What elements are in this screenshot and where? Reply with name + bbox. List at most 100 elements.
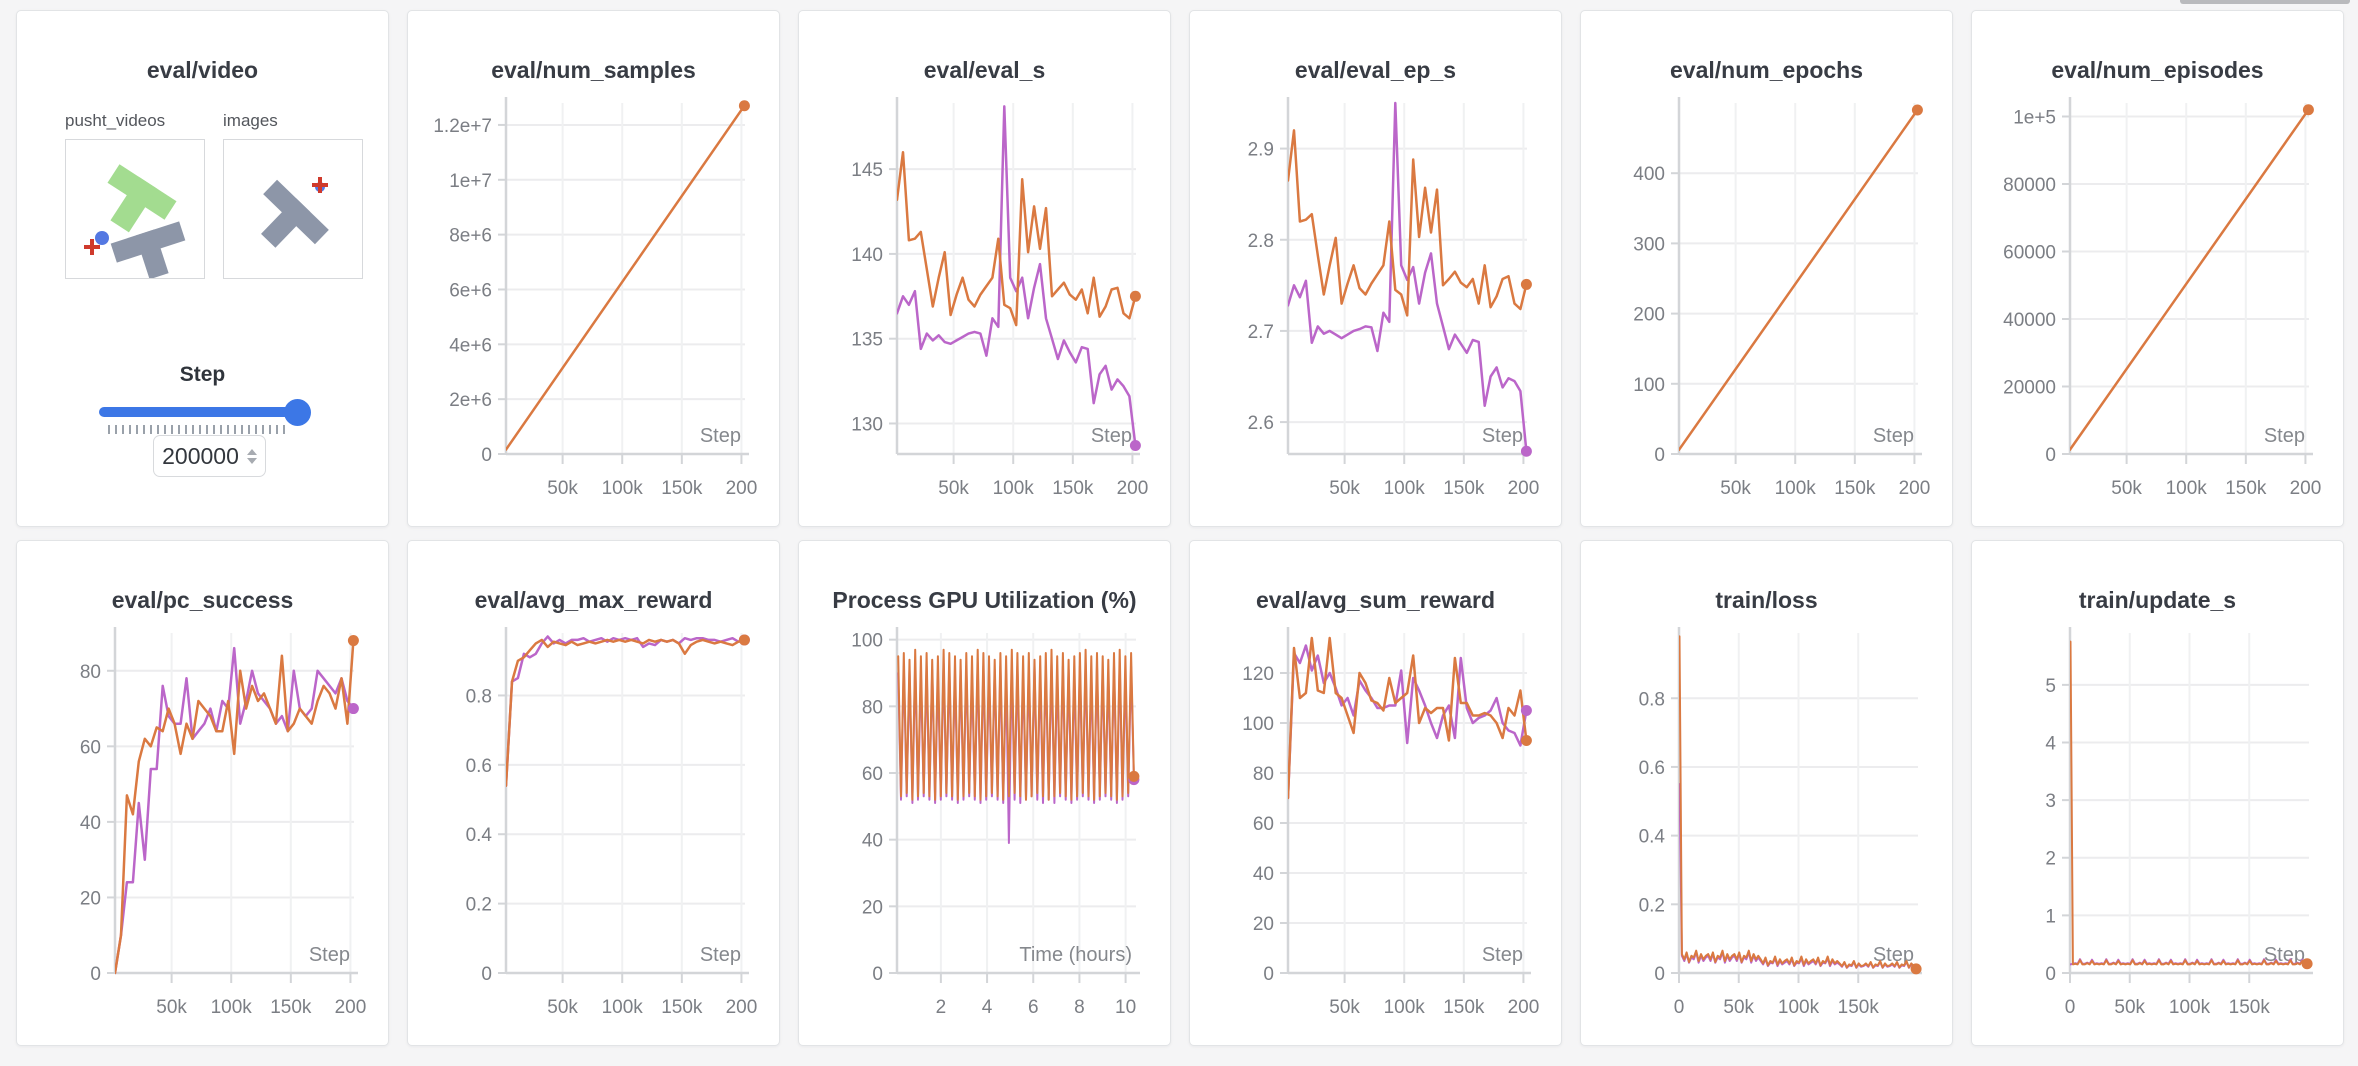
y-tick-label: 2e+6 [449, 390, 492, 411]
pusht-video-thumbnail[interactable] [65, 139, 205, 280]
x-tick-label: 100k [1775, 478, 1817, 499]
chart-process-gpu-utilization[interactable]: 0 20 40 60 80 100 2 4 6 8 10 Time (hours) [799, 617, 1170, 1045]
x-tick-label: 100k [2169, 997, 2211, 1018]
step-slider[interactable] [99, 407, 298, 417]
x-axis-label: Step [1482, 944, 1523, 966]
x-tick-label: 150k [2225, 478, 2267, 499]
decrement-icon[interactable] [246, 457, 257, 464]
green-t-shape [107, 164, 177, 233]
series-purple-end-dot [1129, 440, 1141, 452]
y-tick-label: 140 [851, 245, 883, 266]
gray-t-shape [110, 221, 186, 280]
panel-title: Process GPU Utilization (%) [832, 587, 1137, 613]
panel-title: eval/num_samples [491, 57, 696, 83]
chart-eval-pc-success[interactable]: 0 20 40 60 80 50k 100k 150k 200 Step [17, 617, 388, 1045]
y-tick-label: 0.6 [466, 756, 492, 777]
x-tick-label: 50k [547, 997, 578, 1018]
y-tick-label: 80 [80, 662, 101, 683]
y-tick-label: 1e+7 [449, 171, 492, 192]
y-tick-label: 135 [851, 330, 883, 351]
panel-train-update-s: train/update_s 0 1 2 3 4 5 0 50k 100k 150k Step [1971, 540, 2344, 1046]
series-purple-end-dot [347, 703, 359, 715]
panel-process-gpu-utilization: Process GPU Utilization (%) 0 20 40 60 80 100 2… [798, 540, 1171, 1046]
gray-t-shape [261, 179, 329, 248]
series-orange-end-dot [2302, 104, 2314, 116]
x-tick-label: 200 [2290, 478, 2322, 499]
x-axis-label: Step [1091, 425, 1132, 447]
y-tick-label: 120 [1242, 664, 1274, 685]
series-purple [506, 635, 746, 787]
series-orange-end-dot [1520, 735, 1532, 746]
chart-train-loss[interactable]: 0 0.2 0.4 0.6 0.8 0 50k 100k 150k Step [1581, 617, 1952, 1045]
y-tick-label: 0.8 [466, 686, 492, 707]
x-tick-label: 2 [936, 997, 947, 1018]
x-tick-label: 50k [938, 478, 969, 499]
goal-cross [312, 177, 328, 193]
panel-title: eval/num_episodes [2051, 57, 2264, 83]
y-tick-label: 60000 [2003, 243, 2056, 264]
series-purple [1288, 101, 1528, 453]
chart-eval-avg-sum-reward[interactable]: 0 20 40 60 80 100 120 50k 100k 150k 200 Step [1190, 617, 1561, 1045]
agent-dot [95, 231, 109, 245]
stepper-arrows[interactable] [246, 448, 257, 464]
chart-eval-num-epochs[interactable]: 0 100 200 300 400 50k 100k 150k 200 Step [1581, 87, 1952, 526]
chart-train-update-s[interactable]: 0 1 2 3 4 5 0 50k 100k 150k Step [1972, 617, 2343, 1045]
step-value-input[interactable]: 200000 [153, 435, 266, 477]
x-tick-label: 50k [1720, 478, 1751, 499]
panel-eval-avg-max-reward: eval/avg_max_reward 0 0.2 0.4 0.6 0.8 50k 100k 1… [407, 540, 780, 1046]
chart-eval-eval-ep-s[interactable]: 2.6 2.7 2.8 2.9 50k 100k 150k 200 Step [1190, 87, 1561, 526]
y-tick-label: 130 [851, 414, 883, 435]
step-slider-thumb[interactable] [284, 399, 311, 426]
y-tick-label: 80 [862, 697, 883, 718]
panel-eval-eval-ep-s: eval/eval_ep_s 2.6 2.7 2.8 2.9 50k 100k 150k 200… [1189, 10, 1562, 527]
y-tick-label: 80 [1253, 764, 1274, 785]
panel-train-loss: train/loss 0 0.2 0.4 0.6 0.8 0 50k 100k 150k Step [1580, 540, 1953, 1046]
y-tick-label: 8e+6 [449, 226, 492, 247]
y-tick-label: 0 [1654, 964, 1665, 985]
y-tick-label: 4 [2045, 733, 2056, 754]
x-tick-label: 100k [993, 478, 1035, 499]
series-orange-end-dot [1520, 278, 1532, 290]
panel-eval-pc-success: eval/pc_success 0 20 40 60 80 50k 100k 150k 200 St… [16, 540, 389, 1046]
y-tick-label: 0 [1654, 445, 1665, 466]
chart-eval-eval-s[interactable]: 130 135 140 145 50k 100k 150k 200 Step [799, 87, 1170, 526]
x-tick-label: 150k [1838, 997, 1880, 1018]
step-value[interactable]: 200000 [162, 442, 239, 469]
x-axis-label: Step [1873, 944, 1914, 966]
x-tick-label: 6 [1028, 997, 1039, 1018]
increment-icon[interactable] [246, 448, 257, 455]
panel-title: eval/avg_max_reward [474, 587, 713, 613]
x-tick-label: 50k [1723, 997, 1754, 1018]
x-tick-label: 0 [2065, 997, 2076, 1018]
y-tick-label: 60 [862, 764, 883, 785]
images-thumbnail[interactable] [223, 139, 363, 279]
series-purple-end-dot [1520, 445, 1532, 457]
panel-grid: eval/video pusht_videos images Step 200000 ev… [16, 10, 2344, 1046]
chart-eval-avg-max-reward[interactable]: 0 0.2 0.4 0.6 0.8 50k 100k 150k 200 Step [408, 617, 779, 1045]
y-tick-label: 0 [90, 964, 101, 985]
x-tick-label: 200 [726, 997, 758, 1018]
y-tick-label: 1 [2045, 906, 2056, 927]
pusht-env-image [261, 177, 329, 248]
panel-eval-num-epochs: eval/num_epochs 0 100 200 300 400 50k 100k 150k 2… [1580, 10, 1953, 527]
chart-eval-num-episodes[interactable]: 0 20000 40000 60000 80000 1e+5 50k 100k 150k 200 S… [1972, 87, 2343, 526]
x-tick-label: 150k [1052, 478, 1094, 499]
series-purple-end-dot [1520, 705, 1532, 716]
panel-eval-num-samples: eval/num_samples 0 2e+6 4e+6 6e+6 8e+6 1e+7 1.2… [407, 10, 780, 527]
series-orange [897, 648, 1135, 801]
x-axis-label: Step [2264, 425, 2305, 447]
panel-title: eval/eval_ep_s [1294, 57, 1457, 83]
chart-eval-num-samples[interactable]: 0 2e+6 4e+6 6e+6 8e+6 1e+7 1.2e+7 50k 100k 150k 20… [408, 87, 779, 526]
panel-title: eval/eval_s [923, 57, 1046, 83]
y-tick-label: 20 [80, 888, 101, 909]
x-tick-label: 200 [1508, 478, 1540, 499]
series-orange-end-dot [347, 635, 359, 647]
pusht-env-image [84, 164, 186, 280]
x-axis-label: Step [309, 944, 350, 966]
x-axis-label: Step [1873, 425, 1914, 447]
series-orange [1679, 108, 1919, 452]
x-tick-label: 100k [602, 478, 644, 499]
panel-eval-eval-s: eval/eval_s 130 135 140 145 50k 100k 150k 200 Ste… [798, 10, 1171, 527]
y-tick-label: 80000 [2003, 175, 2056, 196]
x-tick-label: 200 [335, 997, 367, 1018]
